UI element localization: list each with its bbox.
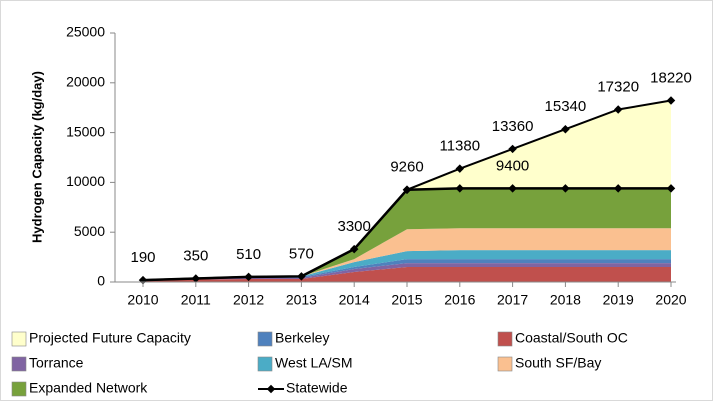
y-axis-label: Hydrogen Capacity (kg/day) (29, 71, 44, 243)
area (143, 250, 671, 281)
y-tick-label: 15000 (66, 123, 105, 139)
data-label: 18220 (650, 69, 692, 86)
legend-swatch (11, 356, 27, 372)
area (143, 267, 671, 282)
y-tick-label: 25000 (66, 24, 105, 40)
legend-marker (266, 384, 276, 394)
data-label: 9260 (390, 159, 423, 176)
x-tick-label: 2020 (655, 292, 686, 308)
legend-label: Expanded Network (29, 380, 148, 396)
legend-swatch (257, 356, 273, 372)
area (143, 100, 671, 281)
legend-swatch (497, 356, 513, 372)
x-tick-label: 2019 (603, 292, 634, 308)
x-tick-label: 2013 (286, 292, 317, 308)
network-marker (455, 184, 465, 193)
y-tick-label: 5000 (74, 223, 105, 239)
area (143, 259, 671, 281)
data-label: 570 (289, 245, 314, 262)
data-label: 3300 (338, 218, 371, 235)
legend-label: Berkeley (275, 330, 329, 346)
marker (349, 244, 359, 254)
data-label: 11380 (439, 138, 480, 155)
area (143, 188, 671, 281)
x-tick-label: 2015 (391, 292, 422, 308)
legend-label: West LA/SM (275, 355, 353, 371)
x-tick-label: 2016 (444, 292, 475, 308)
marker (455, 164, 465, 173)
x-tick-label: 2014 (339, 292, 370, 308)
data-label: 15340 (545, 98, 587, 115)
x-tick-label: 2017 (497, 292, 528, 308)
legend-label: Projected Future Capacity (29, 330, 191, 346)
marker (402, 185, 412, 195)
x-tick-label: 2011 (181, 292, 211, 308)
marker (297, 272, 306, 281)
x-tick-label: 2012 (233, 292, 264, 308)
data-label: 350 (183, 247, 208, 264)
legend-swatch (497, 331, 513, 347)
network-marker (508, 184, 517, 193)
legend-swatch (257, 331, 273, 347)
marker (191, 274, 201, 283)
y-tick-label: 20000 (66, 74, 105, 90)
data-label: 510 (236, 246, 261, 263)
legend-swatch (11, 381, 27, 397)
marker (244, 272, 253, 282)
data-label: 17320 (597, 78, 639, 95)
annotation: 9400 (496, 157, 529, 174)
x-tick-label: 2010 (127, 292, 158, 308)
legend-label: Coastal/South OC (515, 330, 628, 346)
legend-label: South SF/Bay (515, 355, 601, 371)
y-tick-label: 0 (97, 273, 105, 289)
legend-label: Torrance (29, 355, 84, 371)
data-label: 190 (130, 249, 155, 266)
y-tick-label: 10000 (66, 173, 105, 189)
x-tick-label: 2018 (550, 292, 581, 308)
legend-label: Statewide (286, 380, 348, 396)
area (143, 228, 671, 281)
data-label: 13360 (492, 118, 534, 135)
legend-swatch (11, 331, 27, 347)
marker (508, 144, 517, 154)
area (143, 263, 671, 281)
